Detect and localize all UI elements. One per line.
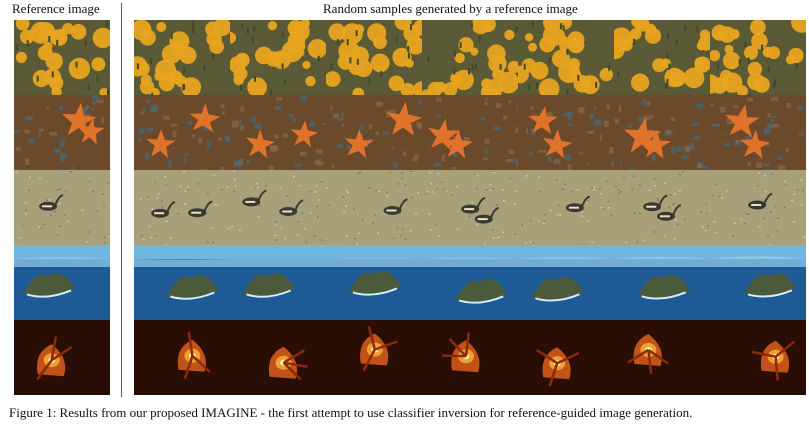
sample-image-fire [518, 320, 614, 395]
sample-image-orange-flowers [422, 20, 518, 95]
reference-image-island [14, 245, 110, 320]
random-samples-header: Random samples generated by a reference … [323, 1, 578, 16]
sample-image-orange-flowers [518, 20, 614, 95]
sample-image-water-bird [710, 170, 806, 245]
sample-image-water-bird [614, 170, 710, 245]
sample-image-starfish [518, 95, 614, 170]
sample-image-starfish [614, 95, 710, 170]
sample-image-starfish [134, 95, 230, 170]
reference-image-header: Reference image [12, 1, 100, 16]
sample-image-island [230, 245, 326, 320]
sample-image-orange-flowers [134, 20, 230, 95]
sample-image-fire [134, 320, 230, 395]
sample-image-fire [422, 320, 518, 395]
reference-image-starfish [14, 95, 110, 170]
sample-image-island [710, 245, 806, 320]
reference-image-orange-flowers [14, 20, 110, 95]
sample-image-fire [326, 320, 422, 395]
sample-image-orange-flowers [614, 20, 710, 95]
sample-image-water-bird [134, 170, 230, 245]
sample-image-fire [710, 320, 806, 395]
sample-image-starfish [326, 95, 422, 170]
sample-image-starfish [710, 95, 806, 170]
sample-image-island [422, 245, 518, 320]
sample-image-island [326, 245, 422, 320]
figure-caption: Figure 1: Results from our proposed IMAG… [9, 405, 693, 420]
sample-image-fire [230, 320, 326, 395]
sample-image-orange-flowers [230, 20, 326, 95]
sample-image-orange-flowers [326, 20, 422, 95]
reference-image-water-bird [14, 170, 110, 245]
column-divider [121, 3, 122, 397]
sample-image-starfish [230, 95, 326, 170]
sample-image-island [614, 245, 710, 320]
sample-image-fire [614, 320, 710, 395]
sample-image-orange-flowers [710, 20, 806, 95]
sample-image-water-bird [230, 170, 326, 245]
reference-image-fire [14, 320, 110, 395]
sample-image-starfish [422, 95, 518, 170]
sample-image-island [518, 245, 614, 320]
sample-image-island [134, 245, 230, 320]
sample-image-water-bird [422, 170, 518, 245]
sample-image-water-bird [326, 170, 422, 245]
sample-image-water-bird [518, 170, 614, 245]
